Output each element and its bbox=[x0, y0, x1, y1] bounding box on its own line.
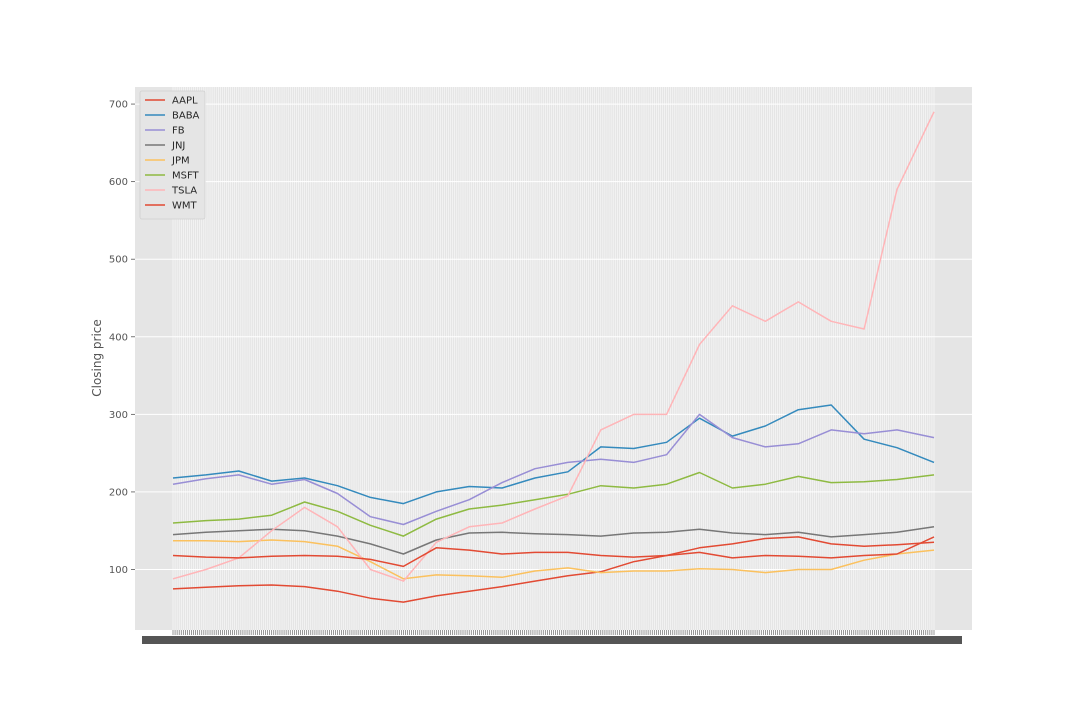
x-grid bbox=[172, 87, 935, 630]
legend-label: WMT bbox=[172, 201, 198, 212]
x-tick-marks bbox=[142, 630, 962, 644]
series-line-jnj bbox=[172, 526, 935, 555]
y-tick-label: 100 bbox=[109, 565, 128, 576]
y-tick-labels: 100 200 300 400 500 600 700 bbox=[109, 100, 135, 576]
legend-box bbox=[139, 90, 206, 220]
legend-label: JNJ bbox=[171, 141, 185, 152]
legend-label: AAPL bbox=[172, 96, 198, 107]
series-line-fb bbox=[172, 413, 935, 526]
y-tick-label: 400 bbox=[109, 332, 128, 343]
legend: AAPL BABA FB JNJ JPM MSFT TSLA WMT bbox=[139, 90, 206, 220]
legend-label: JPM bbox=[171, 156, 190, 167]
legend-label: BABA bbox=[172, 111, 200, 122]
series-line-wmt bbox=[172, 536, 935, 568]
series-line-msft bbox=[172, 471, 935, 537]
series-line-baba bbox=[172, 404, 935, 505]
legend-label: TSLA bbox=[171, 186, 197, 197]
legend-label: FB bbox=[172, 126, 185, 137]
series-line-aapl bbox=[172, 536, 935, 603]
y-tick-label: 300 bbox=[109, 410, 128, 421]
y-tick-label: 600 bbox=[109, 177, 128, 188]
y-axis-label: Closing price bbox=[90, 319, 104, 397]
y-tick-label: 200 bbox=[109, 487, 128, 498]
y-tick-label: 500 bbox=[109, 255, 128, 266]
x-tick-labels-overlap bbox=[142, 636, 962, 644]
y-tick-label: 700 bbox=[109, 100, 128, 111]
legend-label: MSFT bbox=[172, 171, 200, 182]
series-line-tsla bbox=[172, 111, 935, 582]
series-line-jpm bbox=[173, 539, 935, 580]
series-lines bbox=[172, 111, 935, 603]
